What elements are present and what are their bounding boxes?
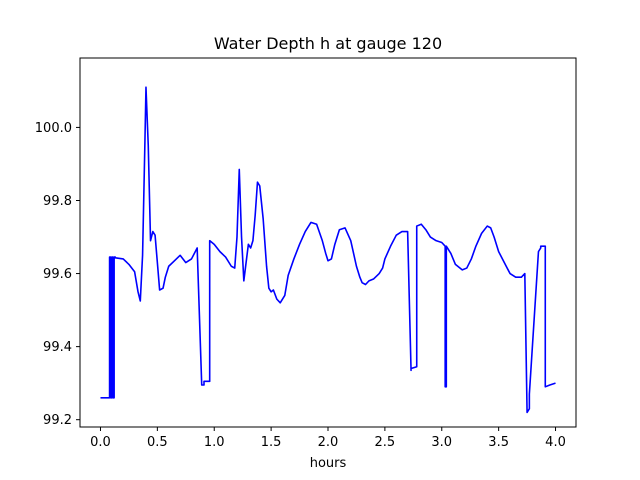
- y-axis: 99.2 99.4 99.6 99.8 100.0: [35, 121, 80, 428]
- x-tick-label: 0.5: [147, 435, 168, 450]
- y-tick-label: 100.0: [35, 121, 72, 136]
- plot-area: [100, 86, 556, 414]
- x-axis: 0.0 0.5 1.0 1.5 2.0 2.5 3.0 3.5 4.0: [90, 427, 566, 450]
- x-axis-label: hours: [310, 456, 347, 471]
- x-tick-label: 1.0: [204, 435, 225, 450]
- x-tick-label: 3.5: [488, 435, 509, 450]
- y-tick-label: 99.8: [43, 194, 72, 209]
- y-tick-label: 99.4: [43, 340, 72, 355]
- x-tick-label: 3.0: [431, 435, 452, 450]
- x-tick-label: 2.5: [375, 435, 396, 450]
- x-tick-label: 2.0: [318, 435, 339, 450]
- x-tick-label: 0.0: [90, 435, 111, 450]
- y-tick-label: 99.2: [43, 413, 72, 428]
- y-tick-label: 99.6: [43, 267, 72, 282]
- x-tick-label: 1.5: [261, 435, 282, 450]
- x-tick-label: 4.0: [545, 435, 566, 450]
- chart-title: Water Depth h at gauge 120: [214, 34, 442, 53]
- series-line-0: [100, 86, 556, 414]
- plot-frame: [79, 57, 577, 428]
